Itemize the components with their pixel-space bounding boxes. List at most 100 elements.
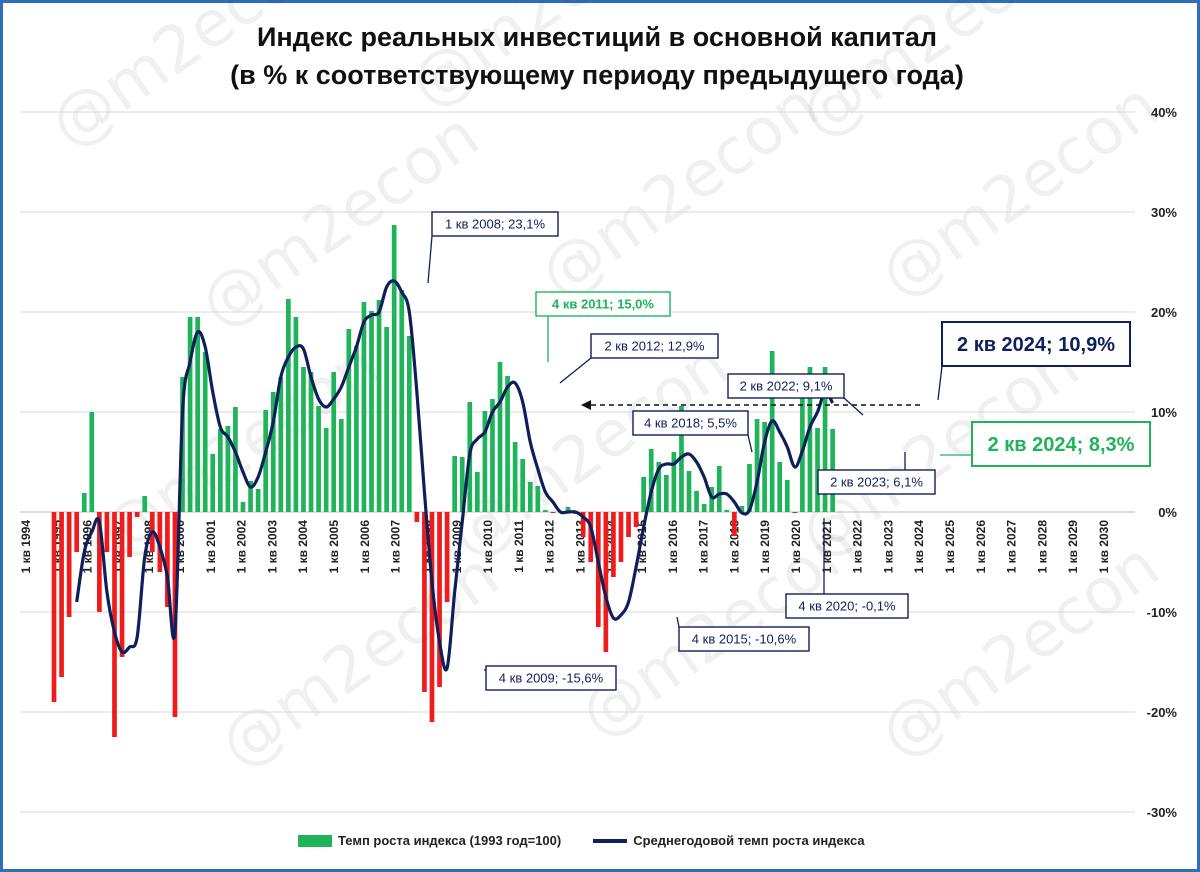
bar: [233, 407, 238, 512]
bar: [119, 512, 125, 657]
legend-item-bars: Темп роста индекса (1993 год=100): [298, 833, 561, 848]
bar: [701, 504, 707, 512]
bar: [565, 507, 571, 512]
bar: [656, 462, 662, 512]
x-tick-label: 1 кв 2007: [389, 520, 403, 574]
x-tick-label: 1 кв 2011: [512, 520, 526, 573]
bar: [716, 466, 722, 512]
chart-title-line2: (в % к соответствующему периоду предыдущ…: [230, 60, 964, 90]
bar: [165, 512, 170, 607]
annotation-label: 4 кв 2015; -10,6%: [692, 632, 797, 647]
annotation-leader: [747, 434, 753, 453]
x-tick-label: 1 кв 2023: [881, 520, 895, 574]
x-tick-label: 1 кв 2002: [235, 520, 249, 574]
x-tick-label: 1 кв 2028: [1035, 520, 1049, 574]
x-tick-label: 1 кв 2004: [296, 520, 310, 574]
bar: [51, 512, 57, 702]
y-tick-label: 20%: [1151, 305, 1177, 320]
bar: [527, 482, 533, 512]
bar: [800, 378, 805, 512]
bar: [346, 329, 352, 512]
annotation-leader: [843, 397, 864, 416]
bar: [331, 372, 337, 512]
bar: [361, 302, 367, 512]
bar: [308, 372, 314, 512]
bar: [391, 225, 397, 512]
bar: [270, 392, 276, 512]
bar: [611, 512, 616, 577]
bar: [263, 410, 269, 512]
annotation-leader: [937, 365, 943, 401]
bar: [354, 346, 359, 512]
annotation-label: 4 кв 2011; 15,0%: [552, 297, 654, 312]
bar: [769, 351, 775, 512]
bar: [474, 472, 480, 512]
bar: [127, 512, 132, 557]
bar: [59, 512, 64, 677]
bar: [384, 327, 389, 512]
bar: [195, 317, 200, 512]
bar: [490, 399, 495, 512]
x-tick-label: 1 кв 2024: [912, 520, 926, 574]
bar: [429, 512, 435, 722]
annotation-box: [971, 421, 1151, 467]
annotation-label: 2 кв 2012; 12,9%: [604, 339, 704, 354]
bar: [580, 512, 586, 537]
bar: [338, 419, 344, 512]
bar: [104, 512, 110, 552]
annotation-label: 2 кв 2022; 9,1%: [740, 379, 833, 394]
bar: [414, 512, 420, 522]
legend-label-bars: Темп роста индекса (1993 год=100): [338, 833, 562, 848]
annotation-label: 4 кв 2020; -0,1%: [798, 599, 896, 614]
bar: [240, 502, 246, 512]
y-tick-label: 30%: [1151, 205, 1177, 220]
bar: [142, 496, 148, 512]
bar: [663, 475, 669, 512]
bar: [618, 512, 624, 562]
bar: [633, 512, 639, 527]
bar: [369, 311, 374, 512]
chart-title: Индекс реальных инвестиций в основной ка…: [0, 18, 1194, 94]
bar: [754, 419, 760, 512]
y-tick-label: 10%: [1151, 405, 1177, 420]
x-tick-label: 1 кв 2019: [758, 520, 772, 574]
bar: [134, 512, 140, 517]
bar: [89, 412, 95, 512]
annotation-label: 1 кв 2008; 23,1%: [445, 217, 545, 232]
x-tick-label: 1 кв 2027: [1005, 520, 1019, 574]
y-tick-label: 0%: [1158, 505, 1177, 520]
bar: [762, 422, 767, 512]
x-tick-label: 1 кв 2026: [974, 520, 988, 574]
x-tick-label: 1 кв 2003: [265, 520, 279, 574]
bar: [626, 512, 631, 537]
bar: [286, 299, 291, 512]
x-tick-label: 1 кв 2005: [327, 520, 341, 574]
x-tick-label: 1 кв 2021: [820, 520, 834, 574]
bar: [543, 510, 548, 512]
bar: [505, 376, 510, 512]
bar: [709, 487, 715, 512]
bar: [784, 480, 790, 512]
bar: [512, 442, 518, 512]
bar: [822, 367, 828, 512]
series-line: [75, 279, 835, 672]
dashed-arrow-head: [581, 400, 591, 410]
x-tick-label: 1 кв 1994: [19, 520, 33, 574]
bar: [81, 493, 87, 512]
chart-title-line1: Индекс реальных инвестиций в основной ка…: [256, 22, 938, 52]
y-tick-label: 40%: [1151, 105, 1177, 120]
bar: [278, 377, 284, 512]
bar: [686, 471, 692, 512]
bar: [399, 290, 405, 512]
bar: [210, 454, 216, 512]
annotation-leader: [676, 616, 680, 628]
x-tick-label: 1 кв 2016: [666, 520, 680, 574]
bar: [777, 462, 783, 512]
bar: [459, 457, 465, 512]
bar: [187, 317, 193, 512]
y-tick-label: -30%: [1147, 805, 1178, 820]
bar: [732, 512, 737, 536]
bar: [648, 449, 654, 512]
bar: [97, 512, 102, 612]
